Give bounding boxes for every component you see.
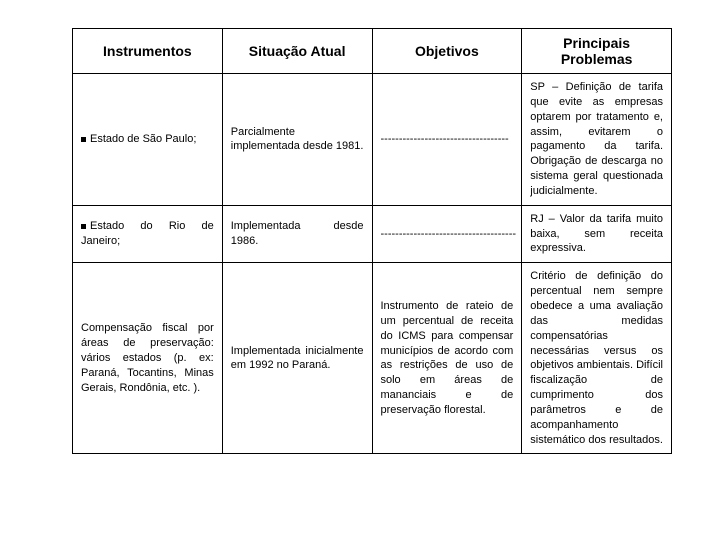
cell-problemas: SP – Definição de tarifa que evite as em… xyxy=(522,74,672,206)
cell-objetivos: ----------------------------------- xyxy=(372,74,522,206)
cell-situacao: Parcialmente implementada desde 1981. xyxy=(222,74,372,206)
instrumentos-text: Estado do Rio de Janeiro; xyxy=(81,220,214,247)
instrumentos-text: Estado de São Paulo; xyxy=(90,133,196,145)
table-row: Estado de São Paulo; Parcialmente implem… xyxy=(73,74,672,206)
header-instrumentos: Instrumentos xyxy=(73,29,223,74)
cell-situacao: Implementada inicialmente em 1992 no Par… xyxy=(222,263,372,454)
cell-objetivos: Instrumento de rateio de um percentual d… xyxy=(372,263,522,454)
instrumentos-text: Compensação fiscal por áreas de preserva… xyxy=(81,322,214,393)
cell-instrumentos: Estado do Rio de Janeiro; xyxy=(73,205,223,263)
main-table: Instrumentos Situação Atual Objetivos Pr… xyxy=(72,28,672,454)
page-container: Instrumentos Situação Atual Objetivos Pr… xyxy=(0,0,720,540)
cell-instrumentos: Compensação fiscal por áreas de preserva… xyxy=(73,263,223,454)
cell-instrumentos: Estado de São Paulo; xyxy=(73,74,223,206)
cell-situacao: Implementada desde 1986. xyxy=(222,205,372,263)
table-header-row: Instrumentos Situação Atual Objetivos Pr… xyxy=(73,29,672,74)
cell-objetivos: ------------------------------------- xyxy=(372,205,522,263)
header-objetivos: Objetivos xyxy=(372,29,522,74)
table-row: Estado do Rio de Janeiro; Implementada d… xyxy=(73,205,672,263)
cell-problemas: RJ – Valor da tarifa muito baixa, sem re… xyxy=(522,205,672,263)
table-row: Compensação fiscal por áreas de preserva… xyxy=(73,263,672,454)
header-problemas: Principais Problemas xyxy=(522,29,672,74)
header-situacao: Situação Atual xyxy=(222,29,372,74)
bullet-icon xyxy=(81,224,86,229)
bullet-icon xyxy=(81,137,86,142)
cell-problemas: Critério de definição do percentual nem … xyxy=(522,263,672,454)
